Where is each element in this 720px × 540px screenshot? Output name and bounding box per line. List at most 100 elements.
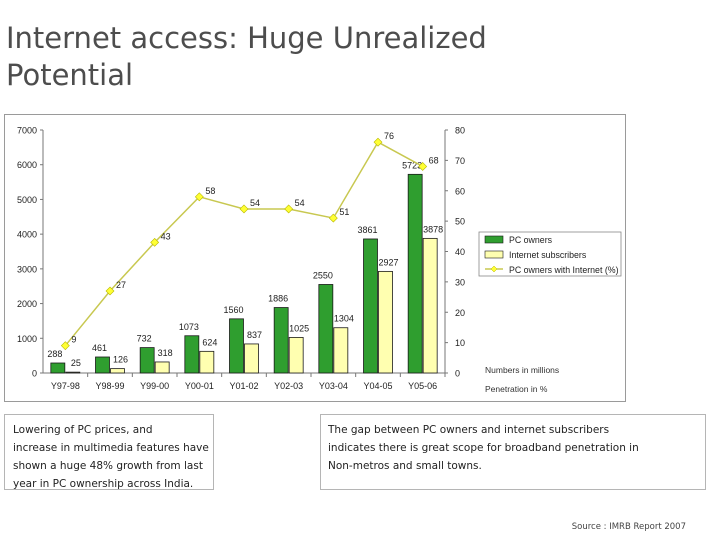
legend-label-pc-owners-with-internet: PC owners with Internet (%)	[509, 265, 619, 275]
insight-line: indicates there is great scope for broad…	[328, 442, 639, 454]
chart-frame: 0 1000 2000 3000 4000 5000 6000 7000 0 10 20 30 40 50…	[4, 114, 626, 402]
data-label-internet-subscribers: 3878	[423, 224, 443, 234]
legend-label-internet-subscribers: Internet subscribers	[509, 250, 587, 260]
x-tick-label: Y05-06	[408, 381, 437, 391]
insight-line: shown a huge 48% growth from last	[13, 460, 203, 472]
bar-internet-subscribers	[110, 368, 125, 374]
bar-pc-owners	[184, 335, 200, 374]
source-note: Source : IMRB Report 2007	[571, 522, 686, 532]
bar-pc-owners	[139, 347, 155, 374]
bar-pc-owners	[407, 173, 423, 374]
data-label-internet-subscribers: 1025	[289, 323, 309, 333]
bar-internet-subscribers	[288, 337, 304, 374]
data-label-pc-owners-with-internet: 54	[250, 198, 260, 208]
x-tick-label: Y02-03	[274, 381, 303, 391]
y-right-tick-label: 20	[455, 308, 465, 318]
data-label-pc-owners-with-internet: 76	[384, 131, 394, 141]
y-left-tick-label: 0	[32, 369, 37, 379]
insight-line: The gap between PC owners and internet s…	[328, 424, 610, 436]
y-left-tick-label: 6000	[17, 160, 37, 170]
insight-box-broadband-gap: The gap between PC owners and internet s…	[320, 414, 706, 490]
line-point	[328, 213, 338, 223]
data-label-pc-owners: 1886	[268, 294, 288, 304]
y-left-tick-label: 3000	[17, 264, 37, 274]
legend-swatch-pc-owners	[484, 235, 504, 244]
line-point	[194, 192, 204, 202]
y-right-tick-label: 70	[455, 156, 465, 166]
x-tick-label: Y97-98	[51, 381, 80, 391]
data-label-pc-owners: 1560	[223, 305, 243, 315]
y-right-tick-label: 10	[455, 338, 465, 348]
data-label-pc-owners-with-internet: 54	[295, 198, 305, 208]
legend-marker	[490, 265, 498, 273]
y-left-tick-label: 4000	[17, 230, 37, 240]
data-label-pc-owners-with-internet: 27	[116, 280, 126, 290]
data-label-pc-owners: 288	[47, 349, 62, 359]
line-point	[105, 286, 115, 296]
insight-line: Lowering of PC prices, and	[13, 424, 153, 436]
data-label-internet-subscribers: 624	[202, 337, 217, 347]
y-right-tick-label: 30	[455, 277, 465, 287]
data-label-pc-owners: 2550	[313, 270, 333, 280]
y-left-tick-label: 1000	[17, 334, 37, 344]
data-label-pc-owners-with-internet: 9	[71, 335, 76, 345]
data-label-pc-owners-with-internet: 68	[429, 155, 439, 165]
data-label-pc-owners: 5723	[402, 160, 422, 170]
data-label-pc-owners: 461	[92, 343, 107, 353]
data-label-pc-owners: 3861	[357, 225, 377, 235]
bar-internet-subscribers	[333, 327, 349, 374]
data-label-internet-subscribers: 25	[71, 358, 81, 368]
bar-pc-owners	[363, 238, 378, 374]
bar-internet-subscribers	[422, 237, 438, 374]
data-label-pc-owners-with-internet: 58	[205, 186, 215, 196]
bar-internet-subscribers	[378, 270, 393, 374]
line-point	[239, 204, 249, 214]
bar-internet-subscribers	[244, 343, 259, 374]
y-right-tick-label: 40	[455, 247, 465, 257]
bar-pc-owners	[318, 284, 334, 374]
data-label-pc-owners-with-internet: 51	[339, 207, 349, 217]
line-point	[373, 137, 383, 147]
x-tick-label: Y98-99	[95, 381, 124, 391]
data-label-pc-owners-with-internet: 43	[161, 231, 171, 241]
data-label-pc-owners: 1073	[179, 322, 199, 332]
insight-line: year in PC ownership across India.	[13, 478, 194, 490]
x-tick-label: Y04-05	[363, 381, 392, 391]
data-label-internet-subscribers: 2927	[378, 257, 398, 267]
chart-svg: 0 1000 2000 3000 4000 5000 6000 7000 0 10 20 30 40 50…	[17, 126, 622, 394]
bar-pc-owners	[50, 362, 66, 374]
bar-internet-subscribers	[65, 371, 81, 374]
bar-internet-subscribers	[199, 350, 215, 374]
line-point	[60, 341, 70, 351]
data-label-internet-subscribers: 837	[247, 330, 262, 340]
insight-box-pc-growth: Lowering of PC prices, and increase in m…	[4, 414, 214, 490]
x-tick-label: Y03-04	[319, 381, 348, 391]
x-tick-label: Y00-01	[185, 381, 214, 391]
line-point	[284, 204, 294, 214]
bar-pc-owners	[95, 356, 110, 374]
data-label-internet-subscribers: 126	[113, 355, 128, 365]
data-label-internet-subscribers: 318	[158, 348, 173, 358]
insight-line: increase in multimedia features have	[13, 442, 209, 454]
bar-internet-subscribers	[154, 361, 170, 374]
x-tick-label: Y99-00	[140, 381, 169, 391]
note-penetration: Penetration in %	[485, 384, 548, 394]
y-right-tick-label: 50	[455, 217, 465, 227]
page-title: Internet access: Huge Unrealized Potenti…	[6, 21, 487, 92]
legend-swatch-internet-subscribers	[484, 250, 504, 259]
data-label-internet-subscribers: 1304	[334, 314, 354, 324]
bar-pc-owners	[229, 318, 244, 374]
legend-label-pc-owners: PC owners	[509, 235, 553, 245]
line-point	[150, 237, 160, 247]
y-right-tick-label: 60	[455, 186, 465, 196]
line-point	[418, 162, 428, 171]
note-units: Numbers in millions	[485, 365, 559, 375]
insight-line: Non-metros and small towns.	[328, 460, 482, 472]
y-right-tick-label: 80	[455, 126, 465, 136]
y-left-tick-label: 7000	[17, 126, 37, 136]
y-left-tick-label: 2000	[17, 299, 37, 309]
data-label-pc-owners: 732	[137, 334, 152, 344]
bar-pc-owners	[273, 307, 289, 374]
x-tick-label: Y01-02	[229, 381, 258, 391]
y-left-tick-label: 5000	[17, 195, 37, 205]
